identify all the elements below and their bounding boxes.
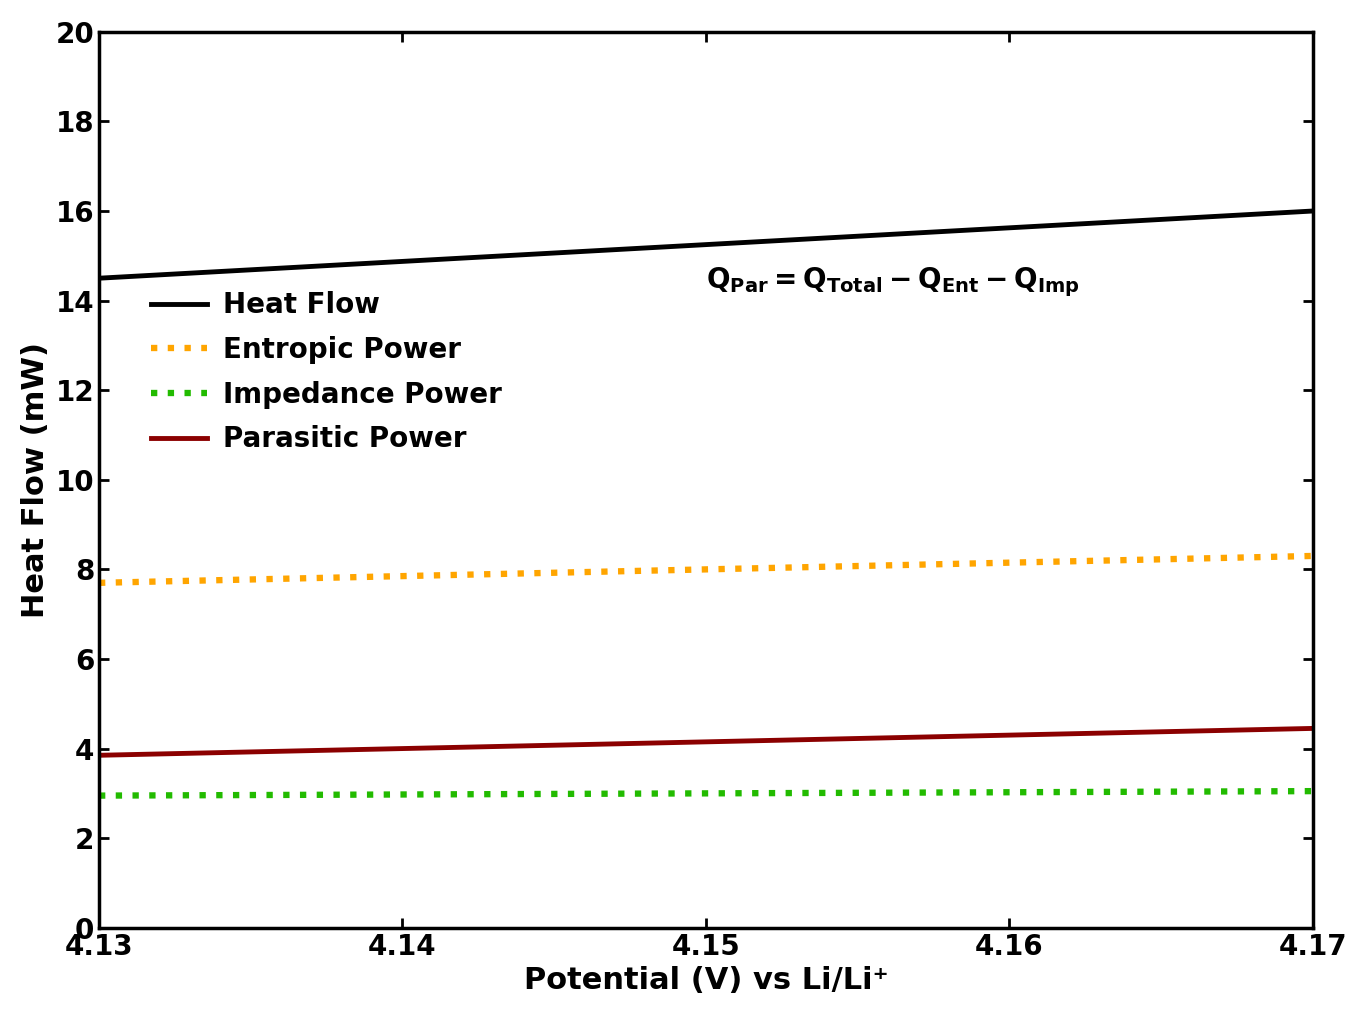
Entropic Power bbox=[833, 560, 850, 572]
Impedance Power bbox=[833, 786, 850, 799]
Parasitic Power bbox=[94, 749, 111, 761]
Heat Flow bbox=[833, 231, 850, 243]
Impedance Power bbox=[90, 789, 107, 802]
Entropic Power bbox=[94, 577, 111, 589]
Heat Flow bbox=[1192, 211, 1208, 224]
Line: Entropic Power: Entropic Power bbox=[98, 556, 1313, 583]
X-axis label: Potential (V) vs Li/Li⁺: Potential (V) vs Li/Li⁺ bbox=[524, 966, 888, 995]
Entropic Power bbox=[90, 577, 107, 589]
Parasitic Power bbox=[90, 749, 107, 761]
Heat Flow bbox=[810, 233, 826, 245]
Parasitic Power bbox=[1305, 722, 1321, 735]
Parasitic Power bbox=[810, 734, 826, 746]
Line: Heat Flow: Heat Flow bbox=[98, 211, 1313, 278]
Text: $\mathregular{Q_{Par}= Q_{Total} - Q_{Ent} - Q_{Imp}}$: $\mathregular{Q_{Par}= Q_{Total} - Q_{En… bbox=[706, 266, 1079, 300]
Impedance Power bbox=[1305, 785, 1321, 798]
Entropic Power bbox=[1114, 554, 1130, 566]
Y-axis label: Heat Flow (mW): Heat Flow (mW) bbox=[21, 341, 49, 618]
Parasitic Power bbox=[1114, 726, 1130, 739]
Impedance Power bbox=[1192, 785, 1208, 798]
Entropic Power bbox=[814, 561, 830, 573]
Heat Flow bbox=[1114, 215, 1130, 228]
Line: Impedance Power: Impedance Power bbox=[98, 791, 1313, 796]
Line: Parasitic Power: Parasitic Power bbox=[98, 728, 1313, 755]
Entropic Power bbox=[1305, 550, 1321, 562]
Heat Flow bbox=[94, 272, 111, 284]
Impedance Power bbox=[814, 786, 830, 799]
Heat Flow bbox=[90, 272, 107, 284]
Heat Flow bbox=[1305, 205, 1321, 217]
Parasitic Power bbox=[814, 734, 830, 746]
Parasitic Power bbox=[1192, 724, 1208, 737]
Legend: Heat Flow, Entropic Power, Impedance Power, Parasitic Power: Heat Flow, Entropic Power, Impedance Pow… bbox=[137, 277, 516, 467]
Entropic Power bbox=[810, 561, 826, 573]
Heat Flow bbox=[814, 232, 830, 244]
Impedance Power bbox=[1114, 785, 1130, 798]
Entropic Power bbox=[1192, 553, 1208, 565]
Impedance Power bbox=[94, 789, 111, 802]
Impedance Power bbox=[810, 786, 826, 799]
Parasitic Power bbox=[833, 733, 850, 745]
